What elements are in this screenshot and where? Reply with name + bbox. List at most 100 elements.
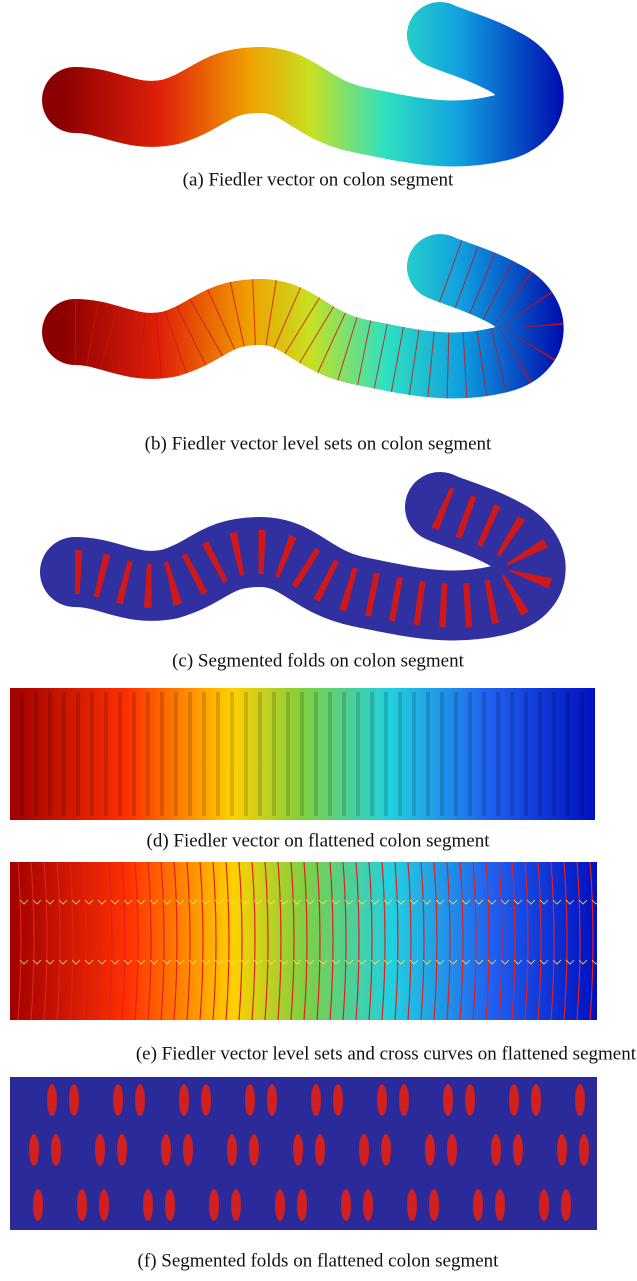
fold xyxy=(113,1084,123,1116)
fold xyxy=(161,1134,171,1166)
caption: (b) Fiedler vector level sets on colon s… xyxy=(145,433,492,454)
fold-shade xyxy=(370,692,374,816)
fold xyxy=(359,1134,369,1166)
fold-shade xyxy=(426,692,430,816)
fold xyxy=(77,1189,87,1221)
fold xyxy=(363,1189,373,1221)
fold xyxy=(473,1189,483,1221)
fold-shade xyxy=(90,692,94,816)
fold-shade xyxy=(174,692,178,816)
fold xyxy=(311,1084,321,1116)
colon-render-a xyxy=(75,35,531,133)
fold-shade xyxy=(398,692,402,816)
fold xyxy=(575,1084,585,1116)
fold-shade xyxy=(160,692,164,816)
fold-shade xyxy=(552,692,556,816)
colon-render-c xyxy=(75,507,531,605)
fold-shade xyxy=(412,692,416,816)
caption: (d) Fiedler vector on flattened colon se… xyxy=(147,830,491,851)
fold-shade xyxy=(146,692,150,816)
fold xyxy=(425,1134,435,1166)
fold-shade xyxy=(202,692,206,816)
flattened-folds xyxy=(10,1077,597,1230)
fold xyxy=(539,1189,549,1221)
fold xyxy=(509,1084,519,1116)
fold-shade xyxy=(356,692,360,816)
fold-shade xyxy=(20,692,24,816)
fold xyxy=(399,1084,409,1116)
fold xyxy=(513,1134,523,1166)
fold xyxy=(29,1134,39,1166)
fold-shade xyxy=(118,692,122,816)
fold xyxy=(267,1084,277,1116)
fold xyxy=(201,1084,211,1116)
caption: (a) Fiedler vector on colon segment xyxy=(183,169,454,190)
fold xyxy=(495,1189,505,1221)
fold xyxy=(117,1134,127,1166)
fold xyxy=(465,1084,475,1116)
fold xyxy=(491,1134,501,1166)
fold xyxy=(99,1189,109,1221)
colon-render-b xyxy=(75,267,531,365)
fold xyxy=(231,1189,241,1221)
page: {"figure": {"captions": [ "(a) Fiedler v… xyxy=(0,0,637,1281)
fold-shade xyxy=(566,692,570,816)
caption: (c) Segmented folds on colon segment xyxy=(172,650,465,671)
fold xyxy=(249,1134,259,1166)
fold xyxy=(341,1189,351,1221)
fold xyxy=(531,1084,541,1116)
fold-shade xyxy=(342,692,346,816)
fold-shade xyxy=(62,692,66,816)
fold xyxy=(183,1134,193,1166)
fold-shade xyxy=(34,692,38,816)
fold-shade xyxy=(188,692,192,816)
fold-shade xyxy=(328,692,332,816)
fold-shade xyxy=(454,692,458,816)
fold-shade xyxy=(440,692,444,816)
fold xyxy=(69,1084,79,1116)
fold xyxy=(377,1084,387,1116)
fold-shade xyxy=(76,692,80,816)
fold xyxy=(381,1134,391,1166)
fold-shade xyxy=(384,692,388,816)
fold xyxy=(245,1084,255,1116)
fold-shade xyxy=(538,692,542,816)
caption: (e) Fiedler vector level sets and cross … xyxy=(136,1043,637,1064)
fold-shade xyxy=(230,692,234,816)
flattened-fiedler xyxy=(10,688,595,820)
fold xyxy=(293,1134,303,1166)
fold-shade xyxy=(510,692,514,816)
fold-shade xyxy=(300,692,304,816)
page-body: (a) Fiedler vector on colon segment (b) … xyxy=(0,0,637,1281)
fold xyxy=(315,1134,325,1166)
fold xyxy=(47,1084,57,1116)
fold-shade xyxy=(314,692,318,816)
fold xyxy=(447,1134,457,1166)
fold xyxy=(429,1189,439,1221)
fold xyxy=(51,1134,61,1166)
fold-shade xyxy=(272,692,276,816)
fold xyxy=(443,1084,453,1116)
fold-shade xyxy=(48,692,52,816)
fold xyxy=(179,1084,189,1116)
fold xyxy=(557,1134,567,1166)
fold-shade xyxy=(132,692,136,816)
fold-shade xyxy=(468,692,472,816)
fold-shade xyxy=(482,692,486,816)
fold xyxy=(135,1084,145,1116)
fold-shade xyxy=(524,692,528,816)
caption: (f) Segmented folds on flattened colon s… xyxy=(138,1250,500,1271)
fold-shade xyxy=(104,692,108,816)
fold xyxy=(165,1189,175,1221)
flattened-level-sets xyxy=(10,862,600,1020)
fold xyxy=(407,1189,417,1221)
fold-shade xyxy=(244,692,248,816)
fold-shade xyxy=(496,692,500,816)
fold-shade xyxy=(216,692,220,816)
fold xyxy=(227,1134,237,1166)
figure: (a) Fiedler vector on colon segment (b) … xyxy=(0,0,637,1281)
fold xyxy=(333,1084,343,1116)
fold xyxy=(95,1134,105,1166)
fold-shade xyxy=(580,692,584,816)
fold xyxy=(275,1189,285,1221)
